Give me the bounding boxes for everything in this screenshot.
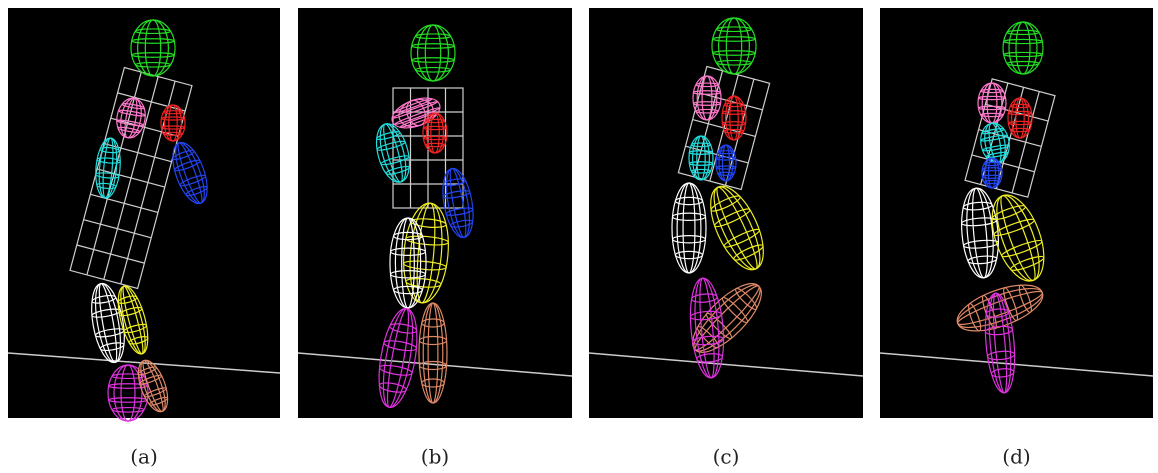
panel-label: (d): [1002, 445, 1030, 469]
figure: (a) (b) (c) (d): [0, 0, 1158, 473]
panel: [298, 8, 572, 418]
panel-label: (c): [713, 445, 740, 469]
panel: [589, 8, 863, 418]
panel: [8, 8, 280, 421]
page: (a)(b)(c)(d) (() => { const data = JSON.…: [0, 0, 1158, 473]
panel-label: (b): [421, 445, 449, 469]
panel-label: (a): [130, 445, 158, 469]
panel: [880, 8, 1153, 418]
